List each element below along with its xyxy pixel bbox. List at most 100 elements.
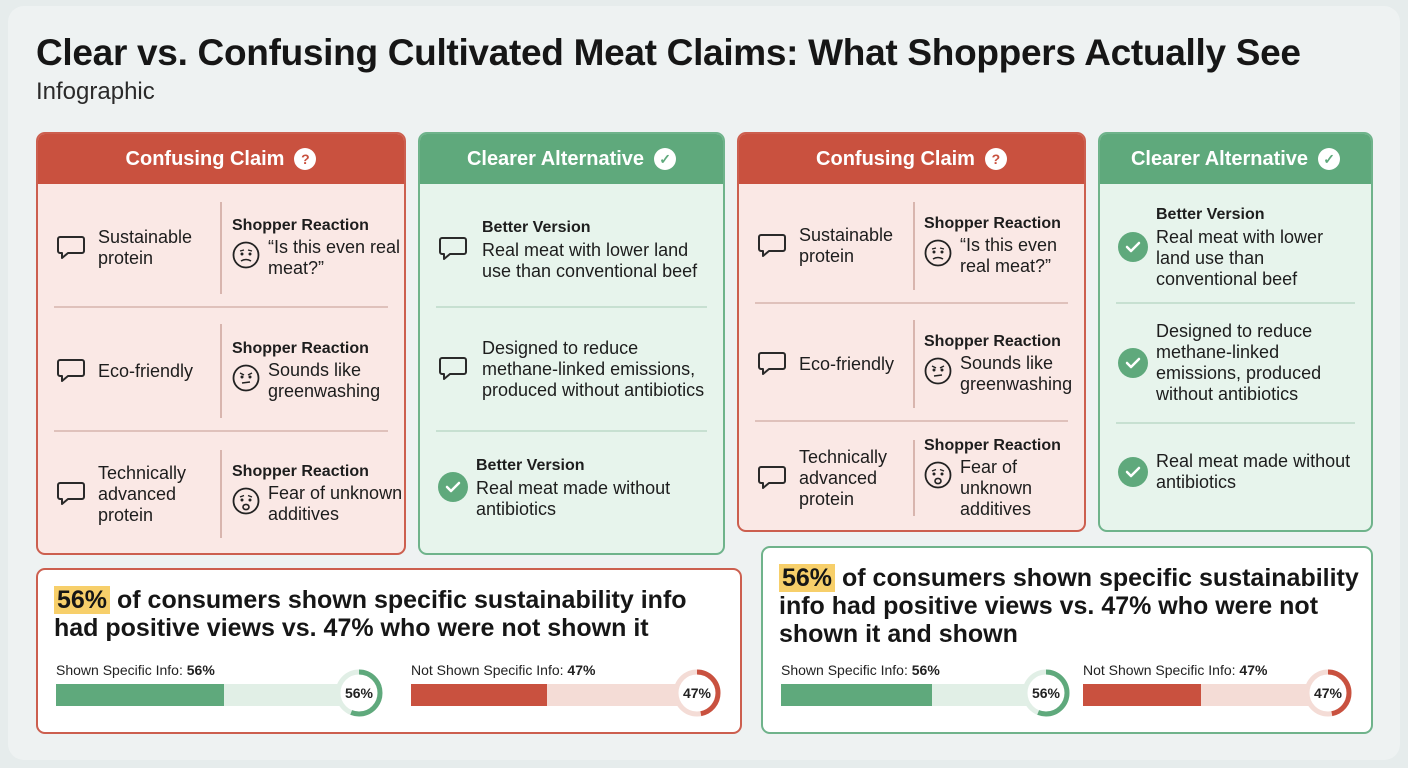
shown-info-bar-track [781, 684, 1051, 706]
clearer-alternative-header-label: Clearer Alternative [1130, 147, 1309, 170]
stat-headline-text: of consumers shown specific sustainabili… [779, 564, 1359, 648]
stat-card-right: 56% of consumers shown specific sustaina… [761, 546, 1373, 734]
claim-text: Technically advanced protein [799, 446, 888, 509]
shopper-reaction: Shopper Reaction Sounds like greenwashing [924, 308, 1084, 420]
progress-ring-label: 47% [682, 685, 712, 701]
clearer-alternative-text: Real meat made without antibiotics [1156, 424, 1359, 520]
row-divider [755, 302, 1068, 304]
claim-item: Sustainable protein [56, 190, 210, 306]
shopper-reaction-title: Shopper Reaction [232, 217, 369, 234]
confusing-claim-panel-left: Confusing Claim ? Sustainable protein Sho… [36, 132, 406, 555]
shopper-reaction-text: “Is this even real meat?” [268, 237, 401, 278]
better-version-text: Designed to reduce methane-linked emissi… [1156, 321, 1322, 404]
row-divider [54, 306, 388, 308]
progress-ring-svg [1304, 669, 1352, 717]
row-icon [1118, 192, 1148, 302]
clearer-alternative-text: Designed to reduce methane-linked emissi… [1156, 304, 1359, 422]
stat-card-left: 56% of consumers shown specific sustaina… [36, 568, 742, 734]
shopper-reaction-body: Sounds like greenwashing [232, 360, 404, 402]
not-shown-info-ring: 47% [1303, 668, 1353, 718]
better-version-title: Better Version [482, 218, 591, 236]
row-divider [755, 420, 1068, 422]
confusing-claim-row: Sustainable protein Shopper Reaction “Is t… [739, 190, 1084, 302]
anxious-face-icon [924, 461, 952, 489]
confusing-claim-row: Eco-friendly Shopper Reaction Sounds like … [38, 312, 404, 430]
shopper-reaction: Shopper Reaction “Is this even real meat?… [924, 190, 1084, 302]
stat-highlight: 56% [54, 586, 111, 614]
progress-ring-arc [335, 669, 383, 717]
not-shown-info-bar-fill [411, 684, 548, 706]
better-version-title: Better Version [1156, 206, 1265, 223]
row-icon [438, 432, 468, 542]
clearer-alternative-text: Better Version Real meat with lower land … [482, 192, 711, 306]
shown-info-bar-fill [56, 684, 224, 706]
better-version-title: Better Version [476, 456, 585, 474]
clearer-alternative-text: Designed to reduce methane-linked emissi… [482, 308, 711, 430]
shopper-reaction-body: Fear of unknown additives [232, 483, 404, 525]
shopper-reaction-body: Sounds like greenwashing [924, 353, 1084, 395]
not-shown-info-label: Not Shown Specific Info: 47% [411, 662, 596, 678]
chat-bubble-icon [757, 233, 787, 259]
not-shown-info-bar-fill [1083, 684, 1201, 706]
progress-ring-label: 56% [344, 685, 374, 701]
chat-bubble-icon [757, 465, 787, 491]
not-shown-info-bar-track [411, 684, 701, 706]
confusing-claim-header-label: Confusing Claim [125, 147, 285, 170]
shopper-reaction-title: Shopper Reaction [232, 463, 369, 480]
row-divider [1116, 422, 1355, 424]
clearer-alternative-text: Better Version Real meat with lower land … [1156, 192, 1359, 302]
check-mark-icon: ✓ [1318, 148, 1341, 170]
chat-bubble-icon [56, 235, 86, 261]
not-shown-info-ring: 47% [672, 668, 722, 718]
clearer-alternative-panel-left: Clearer Alternative ✓ Better Version Real… [418, 132, 725, 555]
confusing-claim-row: Eco-friendly Shopper Reaction Sounds like … [739, 308, 1084, 420]
claim-item: Technically advanced protein [757, 428, 903, 528]
confusing-claim-panel-right: Confusing Claim ? Sustainable protein Sho… [737, 132, 1086, 532]
shopper-reaction: Shopper Reaction Fear of unknown additive… [232, 438, 404, 550]
claim-item: Technically advanced protein [56, 438, 210, 550]
row-icon [1118, 304, 1148, 422]
question-mark-icon: ? [294, 148, 317, 170]
check-circle-icon [1118, 348, 1148, 378]
chat-bubble-icon [56, 358, 86, 384]
better-version-text: Real meat made without antibiotics [476, 477, 671, 519]
anxious-face-icon [232, 487, 260, 515]
shopper-reaction-text: Fear of unknown additives [268, 483, 403, 524]
progress-ring-label: 47% [1313, 685, 1343, 701]
shopper-reaction-title: Shopper Reaction [924, 436, 1061, 454]
shown-info-bar-track [56, 684, 356, 706]
better-version-text: Real meat made without antibiotics [1156, 451, 1351, 492]
confusing-claim-row: Technically advanced protein Shopper Reac… [38, 438, 404, 550]
question-mark-icon: ? [984, 148, 1007, 170]
clearer-alternative-panel-right: Clearer Alternative ✓ Better Version Real… [1098, 132, 1373, 532]
not-shown-info-bar-track [1083, 684, 1333, 706]
better-version-text: Real meat with lower land use than conve… [482, 239, 698, 281]
row-divider [436, 430, 707, 432]
chat-bubble-icon [56, 481, 86, 507]
claim-text: Eco-friendly [98, 360, 194, 381]
shopper-reaction-text: Fear of unknown additives [960, 456, 1033, 519]
column-divider [913, 202, 915, 290]
chat-bubble-icon [438, 236, 468, 262]
shown-info-ring: 56% [334, 668, 384, 718]
shopper-reaction-title: Shopper Reaction [924, 215, 1061, 232]
claim-text: Eco-friendly [799, 353, 895, 374]
progress-ring-svg [335, 669, 383, 717]
shopper-reaction: Shopper Reaction Sounds like greenwashing [232, 312, 404, 430]
check-circle-icon [1118, 457, 1148, 487]
confusing-claim-row: Sustainable protein Shopper Reaction “Is t… [38, 190, 404, 306]
claim-item: Sustainable protein [757, 190, 903, 302]
progress-ring-arc [1022, 669, 1070, 717]
row-icon [1118, 424, 1148, 520]
stat-headline: 56% of consumers shown specific sustaina… [779, 564, 1364, 648]
confusing-claim-header-label: Confusing Claim [816, 147, 975, 170]
progress-ring-arc [1304, 669, 1352, 717]
row-divider [436, 306, 707, 308]
check-circle-icon [438, 472, 468, 502]
check-circle-icon [1118, 232, 1148, 262]
column-divider [220, 450, 222, 538]
clearer-alternative-header: Clearer Alternative ✓ [1100, 134, 1371, 184]
shopper-reaction-text: Sounds like greenwashing [960, 353, 1073, 394]
stat-headline-text: of consumers shown specific sustainabili… [54, 586, 687, 642]
page-title: Clear vs. Confusing Cultivated Meat Clai… [36, 32, 1301, 73]
